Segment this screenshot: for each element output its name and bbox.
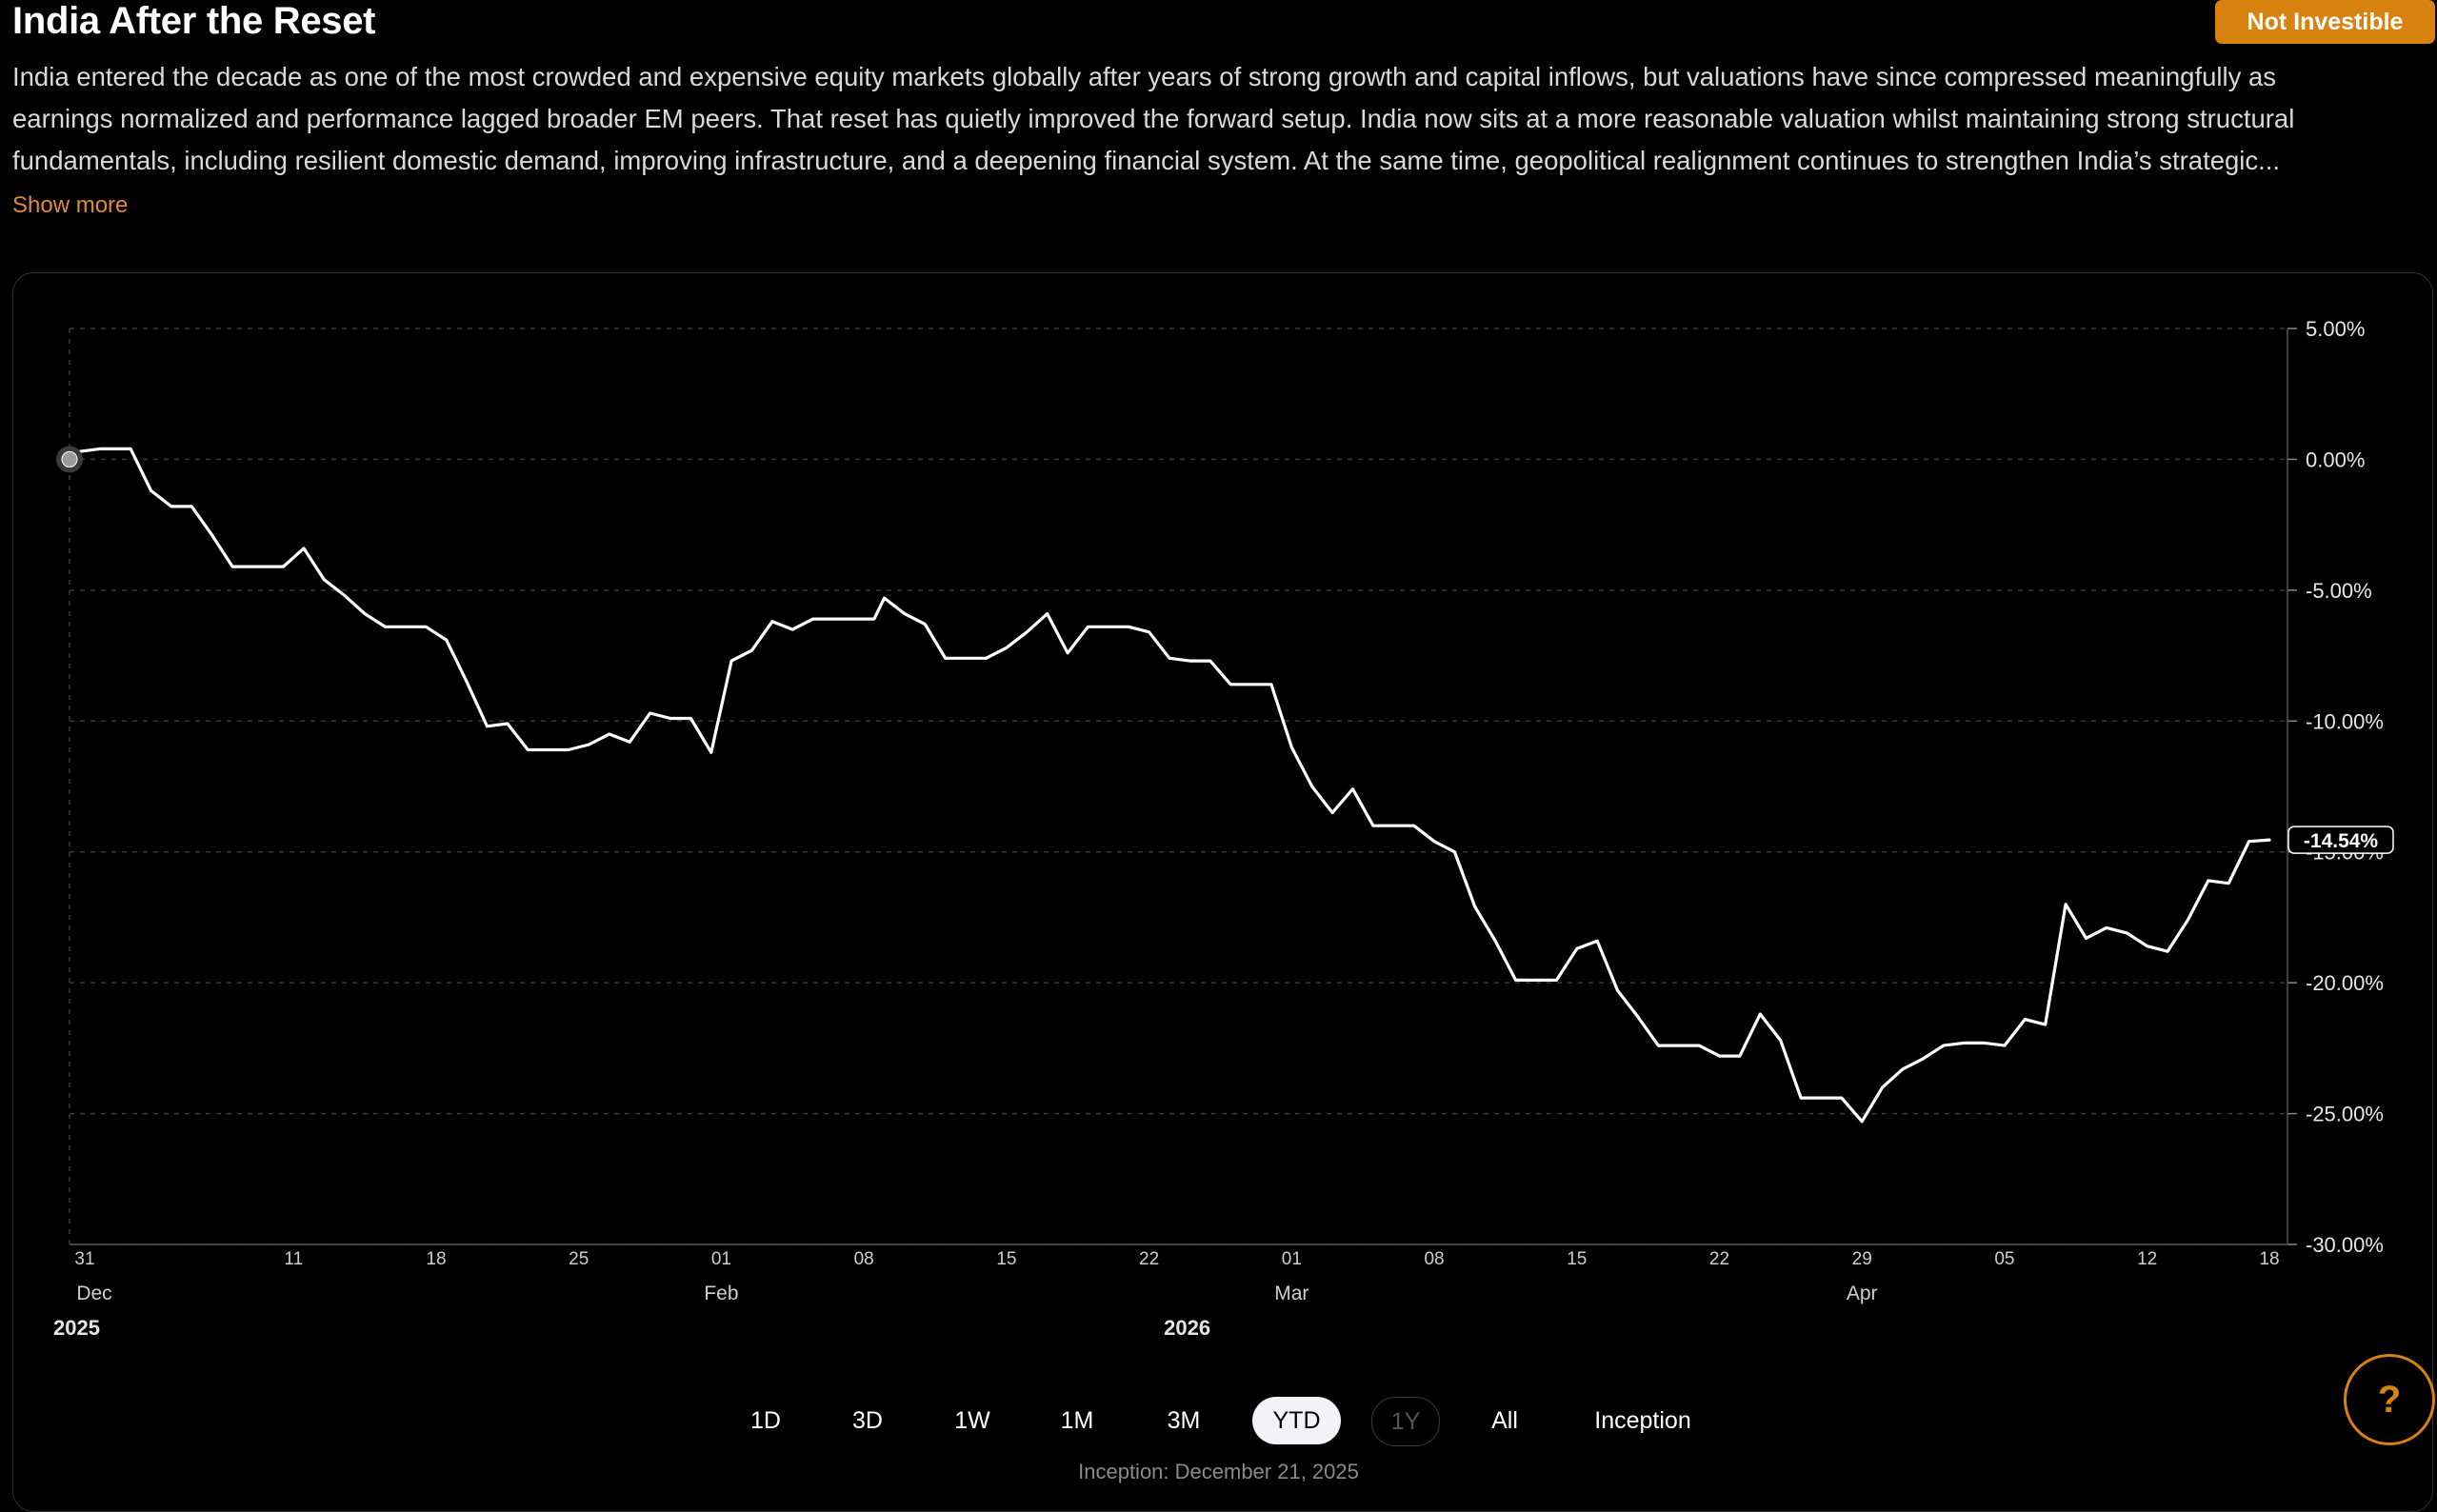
x-tick-label: 22 (1709, 1249, 1729, 1269)
x-tick-label: 22 (1139, 1249, 1159, 1269)
range-button-inception[interactable]: Inception (1594, 1406, 1691, 1434)
y-tick-label: 0.00% (2306, 448, 2365, 471)
range-button-3m[interactable]: 3M (1167, 1406, 1201, 1434)
y-tick-label: -20.00% (2306, 971, 2384, 995)
range-button-1w[interactable]: 1W (954, 1406, 990, 1434)
x-tick-label: 08 (854, 1249, 874, 1269)
x-tick-label: 01 (1282, 1249, 1302, 1269)
range-button-all[interactable]: All (1491, 1406, 1518, 1434)
x-tick-label: 25 (569, 1249, 589, 1269)
x-month-label: Dec (76, 1283, 111, 1304)
x-tick-label: 01 (711, 1249, 731, 1269)
x-year-label: 2026 (1164, 1316, 1210, 1340)
range-selector: 1D 3D 1W 1M 3M YTD 1Y All Inception (0, 1397, 2437, 1450)
x-tick-label: 15 (1567, 1249, 1587, 1269)
x-tick-label: 08 (1424, 1249, 1444, 1269)
start-marker (61, 450, 78, 468)
range-button-1d[interactable]: 1D (750, 1406, 781, 1434)
x-month-label: Mar (1274, 1283, 1308, 1304)
x-tick-label: 18 (426, 1249, 446, 1269)
x-month-label: Feb (704, 1283, 738, 1304)
description-line: fundamentals, including resilient domest… (12, 146, 2281, 175)
performance-chart[interactable]: 5.00%0.00%-5.00%-10.00%-15.00%-20.00%-25… (0, 0, 2437, 1390)
range-button-1m[interactable]: 1M (1060, 1406, 1094, 1434)
y-tick-label: -10.00% (2306, 709, 2384, 733)
x-tick-label: 31 (74, 1249, 94, 1269)
x-tick-label: 12 (2137, 1249, 2157, 1269)
x-tick-label: 15 (996, 1249, 1016, 1269)
last-value-badge (2287, 826, 2394, 854)
chart-card (12, 272, 2433, 1512)
range-button-1y[interactable]: 1Y (1371, 1397, 1440, 1446)
last-value-label: -14.54% (2304, 830, 2379, 852)
description-line: earnings normalized and performance lagg… (12, 104, 2295, 133)
show-more-link[interactable]: Show more (12, 192, 129, 218)
x-year-label: 2025 (53, 1316, 100, 1340)
y-tick-label: -25.00% (2306, 1103, 2384, 1126)
x-tick-label: 29 (1852, 1249, 1872, 1269)
x-tick-label: 05 (1994, 1249, 2014, 1269)
x-tick-label: 18 (2259, 1249, 2279, 1269)
page-title: India After the Reset (12, 0, 376, 42)
status-badge: Not Investible (2215, 0, 2435, 44)
y-tick-label: -5.00% (2306, 579, 2372, 603)
description: India entered the decade as one of the m… (12, 56, 2431, 182)
range-button-3d[interactable]: 3D (852, 1406, 883, 1434)
range-button-ytd[interactable]: YTD (1252, 1397, 1341, 1444)
y-tick-label: 5.00% (2306, 317, 2365, 341)
y-tick-label: -30.00% (2306, 1233, 2384, 1257)
x-month-label: Apr (1847, 1283, 1878, 1304)
series-line (68, 447, 2271, 1124)
x-tick-label: 11 (284, 1249, 303, 1269)
help-button[interactable]: ? (2344, 1354, 2435, 1445)
description-line: India entered the decade as one of the m… (12, 62, 2277, 91)
inception-date: Inception: December 21, 2025 (1078, 1460, 1359, 1483)
